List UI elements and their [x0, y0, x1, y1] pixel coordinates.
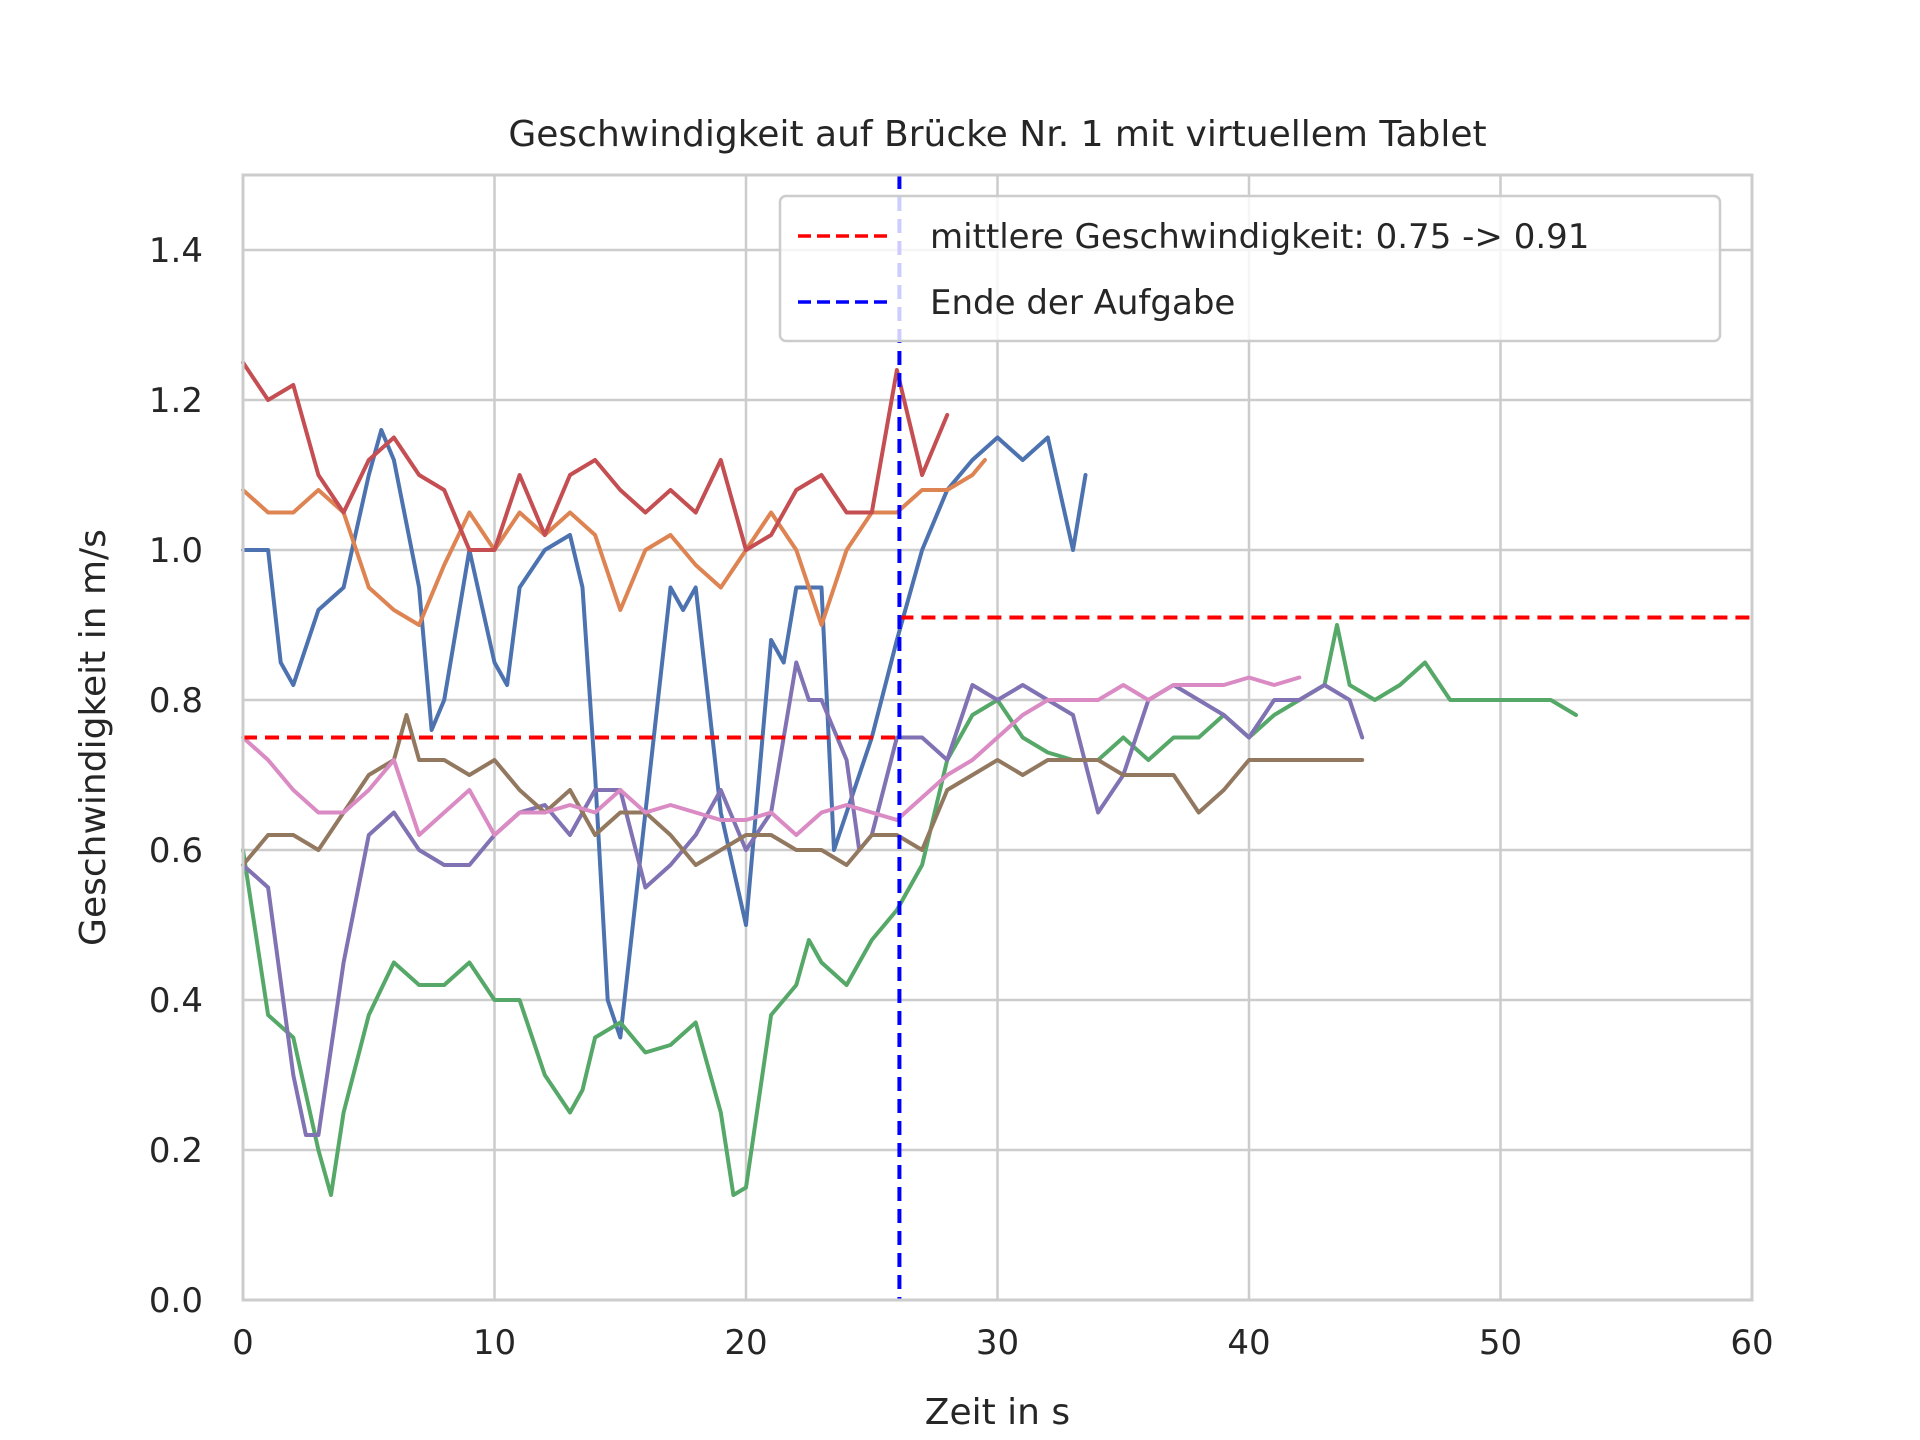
series-line-6 — [241, 713, 1365, 867]
x-tick-label: 10 — [473, 1323, 516, 1363]
series-layer — [241, 360, 1578, 1197]
series-line-4 — [241, 360, 950, 552]
x-tick-label: 0 — [232, 1323, 254, 1363]
x-tick-label: 40 — [1227, 1323, 1270, 1363]
y-tick-label: 1.2 — [149, 381, 203, 421]
x-tick-label: 20 — [724, 1323, 767, 1363]
x-tick-label: 60 — [1730, 1323, 1773, 1363]
x-tick-label: 50 — [1479, 1323, 1522, 1363]
y-tick-label: 0.8 — [149, 681, 203, 721]
y-tick-label: 0.2 — [149, 1131, 203, 1171]
y-tick-label: 1.4 — [149, 231, 203, 271]
legend-box — [778, 194, 1722, 343]
tick-labels: 0 10 20 30 40 50 60 0.0 0.2 0.4 0.6 0.8 1.0 1.2 1.4 — [149, 231, 1774, 1363]
reference-lines — [243, 175, 1752, 1300]
y-tick-label: 0.0 — [149, 1281, 203, 1321]
plot-frame — [241, 173, 1754, 1302]
y-tick-label: 0.6 — [149, 831, 203, 871]
y-axis-label: Geschwindigkeit in m/s — [73, 529, 114, 946]
y-tick-label: 1.0 — [149, 531, 203, 571]
legend: mittlere Geschwindigkeit: 0.75 -> 0.91 E… — [778, 194, 1722, 343]
series-line-3 — [241, 623, 1578, 1197]
y-tick-label: 0.4 — [149, 981, 203, 1021]
legend-label-mean: mittlere Geschwindigkeit: 0.75 -> 0.91 — [930, 217, 1589, 257]
x-tick-label: 30 — [976, 1323, 1019, 1363]
x-axis-label: Zeit in s — [925, 1392, 1070, 1433]
chart-title: Geschwindigkeit auf Brücke Nr. 1 mit vir… — [508, 114, 1486, 155]
series-line-7 — [241, 675, 1302, 837]
legend-label-task-end: Ende der Aufgabe — [930, 283, 1235, 323]
